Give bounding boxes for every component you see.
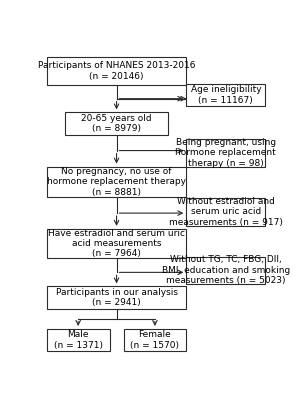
- Text: Female
(n = 1570): Female (n = 1570): [130, 330, 179, 350]
- FancyBboxPatch shape: [65, 112, 168, 134]
- Text: Male
(n = 1371): Male (n = 1371): [54, 330, 103, 350]
- FancyBboxPatch shape: [186, 139, 266, 166]
- Text: Being pregnant, using
hormone replacement
therapy (n = 98): Being pregnant, using hormone replacemen…: [176, 138, 276, 168]
- FancyBboxPatch shape: [47, 166, 186, 197]
- Text: No pregnancy, no use of
hormone replacement therapy
(n = 8881): No pregnancy, no use of hormone replacem…: [47, 167, 186, 197]
- FancyBboxPatch shape: [47, 229, 186, 258]
- Text: Participants of NHANES 2013-2016
(n = 20146): Participants of NHANES 2013-2016 (n = 20…: [38, 61, 195, 81]
- FancyBboxPatch shape: [47, 286, 186, 308]
- Text: Have estradiol and serum uric
acid measurements
(n = 7964): Have estradiol and serum uric acid measu…: [48, 229, 185, 258]
- FancyBboxPatch shape: [47, 329, 110, 351]
- FancyBboxPatch shape: [186, 256, 266, 284]
- FancyBboxPatch shape: [186, 84, 266, 106]
- Text: Age ineligibility
(n = 11167): Age ineligibility (n = 11167): [190, 85, 261, 104]
- FancyBboxPatch shape: [47, 57, 186, 85]
- Text: Without estradiol and
serum uric acid
measurements (n = 917): Without estradiol and serum uric acid me…: [169, 197, 283, 227]
- FancyBboxPatch shape: [186, 198, 266, 226]
- Text: Without TG, TC, FBG, DII,
BMI, education and smoking
measurements (n = 5023): Without TG, TC, FBG, DII, BMI, education…: [162, 256, 290, 285]
- Text: Participants in our analysis
(n = 2941): Participants in our analysis (n = 2941): [56, 288, 178, 307]
- FancyBboxPatch shape: [124, 329, 186, 351]
- Text: 20-65 years old
(n = 8979): 20-65 years old (n = 8979): [81, 114, 152, 133]
